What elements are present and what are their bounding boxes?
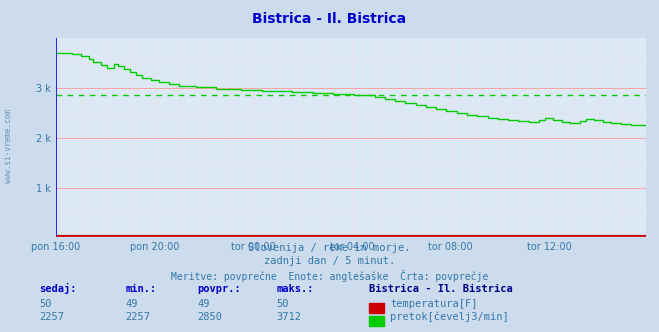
Text: Meritve: povprečne  Enote: anglešaške  Črta: povprečje: Meritve: povprečne Enote: anglešaške Črt…: [171, 270, 488, 282]
Text: 49: 49: [125, 299, 138, 309]
Text: povpr.:: povpr.:: [198, 284, 241, 294]
Text: min.:: min.:: [125, 284, 156, 294]
Text: www.si-vreme.com: www.si-vreme.com: [4, 109, 13, 183]
Text: Slovenija / reke in morje.: Slovenija / reke in morje.: [248, 243, 411, 253]
Text: temperatura[F]: temperatura[F]: [390, 299, 478, 309]
Text: sedaj:: sedaj:: [40, 283, 77, 294]
Text: Bistrica - Il. Bistrica: Bistrica - Il. Bistrica: [252, 12, 407, 26]
Text: 50: 50: [40, 299, 52, 309]
Text: 2257: 2257: [125, 312, 150, 322]
Text: 50: 50: [277, 299, 289, 309]
Text: 2257: 2257: [40, 312, 65, 322]
Text: maks.:: maks.:: [277, 284, 314, 294]
Text: 3712: 3712: [277, 312, 302, 322]
Text: 2850: 2850: [198, 312, 223, 322]
Text: pretok[čevelj3/min]: pretok[čevelj3/min]: [390, 312, 509, 322]
Text: Bistrica - Il. Bistrica: Bistrica - Il. Bistrica: [369, 284, 513, 294]
Text: 49: 49: [198, 299, 210, 309]
Text: zadnji dan / 5 minut.: zadnji dan / 5 minut.: [264, 256, 395, 266]
